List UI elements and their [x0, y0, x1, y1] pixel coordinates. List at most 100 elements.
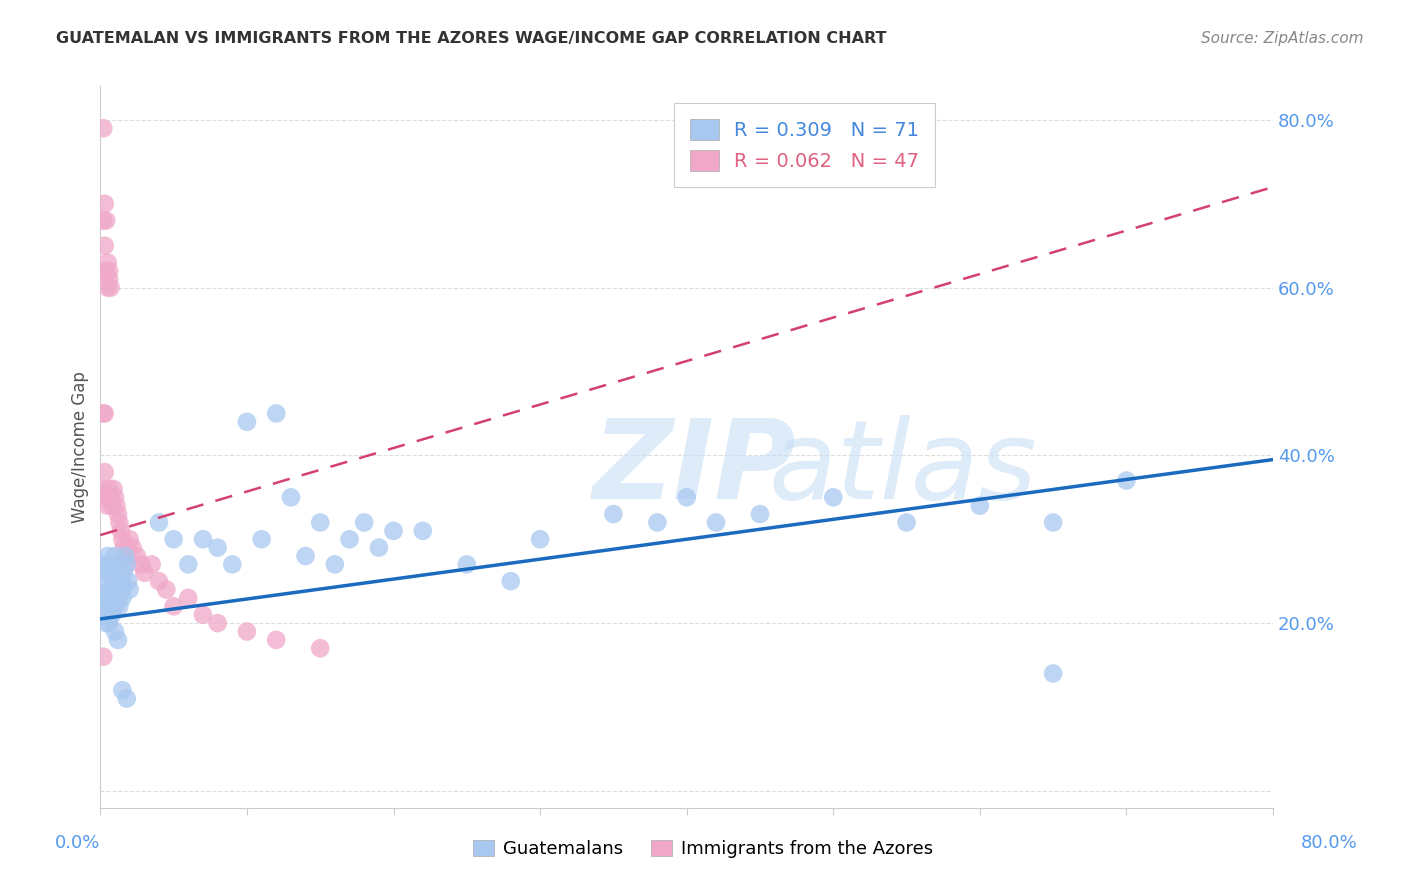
Point [96, 616, 118, 631]
Point [117, 574, 139, 589]
Point [134, 566, 156, 580]
Point [264, 406, 287, 420]
Point [294, 549, 316, 563]
Point [96, 574, 118, 589]
Point [94, 591, 117, 605]
Point [91, 213, 114, 227]
Point [115, 691, 138, 706]
Point [97, 607, 120, 622]
Point [177, 591, 200, 605]
Point [91, 406, 114, 420]
Point [98, 582, 121, 597]
Point [111, 591, 134, 605]
Point [111, 582, 134, 597]
Point [105, 582, 128, 597]
Point [115, 558, 138, 572]
Point [107, 558, 129, 572]
Point [353, 516, 375, 530]
Point [97, 499, 120, 513]
Text: 80.0%: 80.0% [1301, 834, 1357, 852]
Text: ZIP: ZIP [593, 415, 796, 522]
Point [98, 264, 121, 278]
Point [115, 558, 138, 572]
Point [250, 533, 273, 547]
Point [104, 549, 127, 563]
Point [163, 533, 186, 547]
Point [110, 524, 132, 538]
Legend: Guatemalans, Immigrants from the Azores: Guatemalans, Immigrants from the Azores [465, 832, 941, 865]
Point [111, 533, 134, 547]
Point [969, 499, 991, 513]
Point [264, 632, 287, 647]
Point [118, 582, 141, 597]
Point [1042, 666, 1064, 681]
Point [107, 632, 129, 647]
Point [110, 582, 132, 597]
Point [101, 582, 124, 597]
Point [97, 280, 120, 294]
Point [647, 516, 669, 530]
Point [94, 406, 117, 420]
Point [221, 558, 243, 572]
Point [98, 482, 121, 496]
Point [112, 566, 135, 580]
Point [105, 582, 128, 597]
Point [339, 533, 361, 547]
Point [112, 541, 135, 555]
Point [309, 641, 332, 656]
Point [105, 499, 128, 513]
Text: 0.0%: 0.0% [55, 834, 100, 852]
Point [108, 516, 131, 530]
Point [94, 196, 117, 211]
Point [98, 591, 121, 605]
Point [367, 541, 389, 555]
Point [236, 415, 259, 429]
Point [98, 616, 121, 631]
Point [117, 541, 139, 555]
Point [94, 238, 117, 252]
Point [91, 482, 114, 496]
Point [96, 213, 118, 227]
Point [896, 516, 918, 530]
Legend: R = 0.309   N = 71, R = 0.062   N = 47: R = 0.309 N = 71, R = 0.062 N = 47 [673, 103, 935, 186]
Point [456, 558, 478, 572]
Point [823, 491, 845, 505]
Point [749, 507, 772, 521]
Point [163, 599, 186, 614]
Point [602, 507, 624, 521]
Point [97, 549, 120, 563]
Point [97, 255, 120, 269]
Point [104, 624, 127, 639]
Point [148, 516, 170, 530]
Point [207, 541, 229, 555]
Point [104, 599, 127, 614]
Point [114, 549, 136, 563]
Point [101, 607, 124, 622]
Point [100, 599, 122, 614]
Point [191, 533, 214, 547]
Point [94, 465, 117, 479]
Point [118, 533, 141, 547]
Point [323, 558, 346, 572]
Point [100, 558, 122, 572]
Point [148, 574, 170, 589]
Point [529, 533, 551, 547]
Point [100, 491, 122, 505]
Text: Source: ZipAtlas.com: Source: ZipAtlas.com [1201, 31, 1364, 46]
Point [309, 516, 332, 530]
Point [125, 549, 148, 563]
Point [114, 549, 136, 563]
Point [91, 649, 114, 664]
Text: atlas: atlas [769, 415, 1038, 522]
Point [236, 624, 259, 639]
Point [111, 683, 134, 698]
Point [98, 272, 121, 286]
Point [1042, 516, 1064, 530]
Point [107, 591, 129, 605]
Point [131, 558, 153, 572]
Point [101, 566, 124, 580]
Point [107, 507, 129, 521]
Point [499, 574, 522, 589]
Point [103, 574, 125, 589]
Point [91, 558, 114, 572]
